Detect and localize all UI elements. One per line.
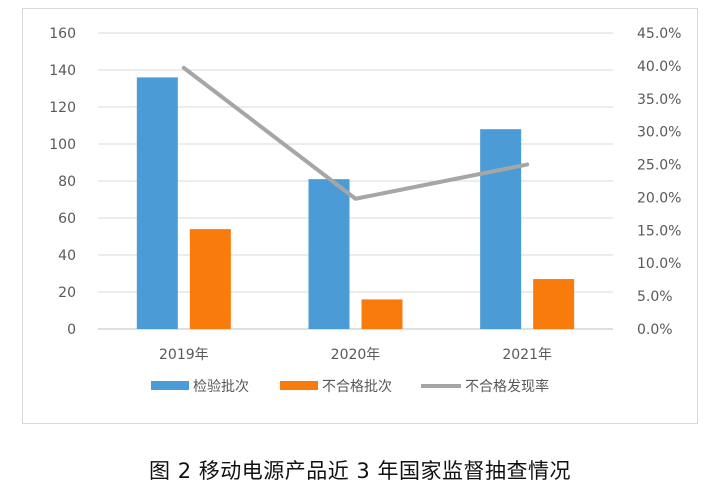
x-tick-label: 2019年 (159, 347, 209, 363)
y-left-tick-label: 40 (58, 248, 76, 264)
bar-inspected-2 (480, 129, 522, 329)
bars (136, 77, 575, 330)
legend-swatch-1 (280, 381, 318, 390)
legend-label-2: 不合格发现率 (465, 378, 549, 395)
y-right-tick-label: 35.0% (637, 92, 681, 108)
bar-inspected-1 (308, 179, 350, 329)
right-axis-ticks: 0.0% 5.0% 10.0% 15.0% 20.0% 25.0% 30.0% 35.0% 40… (637, 26, 681, 338)
bar-failed-1 (361, 299, 403, 329)
x-axis-ticks: 2019年 2020年 2021年 (159, 347, 552, 363)
y-right-tick-label: 40.0% (637, 59, 681, 75)
y-left-tick-label: 160 (49, 26, 76, 42)
chart-svg: 0 20 40 60 80 100 120 140 160 0.0% 5.0% 10.0% 15.0%… (49, 26, 681, 395)
y-left-tick-label: 120 (49, 100, 76, 116)
y-left-tick-label: 60 (58, 211, 76, 227)
y-left-tick-label: 0 (67, 322, 76, 338)
y-right-tick-label: 0.0% (637, 322, 673, 338)
legend: 检验批次 不合格批次 不合格发现率 (151, 378, 549, 395)
bar-failed-0 (189, 229, 231, 329)
x-tick-label: 2021年 (502, 347, 552, 363)
y-right-tick-label: 10.0% (637, 256, 681, 272)
y-right-tick-label: 20.0% (637, 190, 681, 206)
chart-frame: 0 20 40 60 80 100 120 140 160 0.0% 5.0% 10.0% 15.0%… (22, 8, 698, 424)
legend-label-1: 不合格批次 (322, 379, 392, 395)
bar-inspected-0 (136, 77, 178, 330)
figure-caption: 图 2 移动电源产品近 3 年国家监督抽查情况 (149, 459, 571, 483)
y-right-tick-label: 25.0% (637, 158, 681, 174)
legend-label-0: 检验批次 (193, 379, 249, 395)
y-left-tick-label: 20 (58, 285, 76, 301)
y-right-tick-label: 15.0% (637, 223, 681, 239)
y-right-tick-label: 45.0% (637, 26, 681, 42)
bar-failed-2 (533, 279, 575, 329)
y-right-tick-label: 5.0% (637, 289, 673, 305)
x-tick-label: 2020年 (331, 347, 381, 363)
rate-line (181, 65, 530, 201)
grid-lines (98, 32, 613, 330)
left-axis-ticks: 0 20 40 60 80 100 120 140 160 (49, 26, 76, 338)
legend-swatch-0 (151, 381, 189, 390)
y-left-tick-label: 140 (49, 63, 76, 79)
rate-line-path (181, 65, 530, 201)
y-right-tick-label: 30.0% (637, 125, 681, 141)
y-left-tick-label: 80 (58, 174, 76, 190)
y-left-tick-label: 100 (49, 137, 76, 153)
